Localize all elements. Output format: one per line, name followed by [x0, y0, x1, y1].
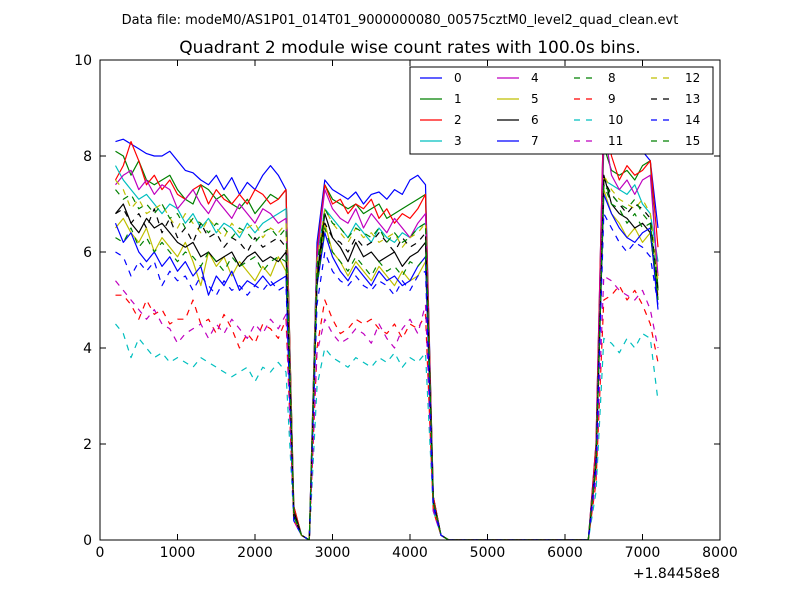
legend-label-1: 1 — [454, 92, 462, 106]
x-tick-label: 3000 — [315, 545, 351, 561]
x-tick-label: 0 — [96, 545, 105, 561]
plot-area: 0 1000 2000 3000 4000 5000 6000 7000 80000246810… — [74, 53, 738, 561]
legend-box — [409, 66, 714, 155]
y-tick-label: 2 — [83, 437, 92, 453]
legend-label-0: 0 — [454, 71, 462, 85]
legend-label-13: 13 — [685, 92, 700, 106]
legend-label-4: 4 — [531, 71, 539, 85]
y-tick-label: 4 — [83, 341, 92, 357]
x-tick-label: 1000 — [160, 545, 196, 561]
x-tick-label: 6000 — [547, 545, 583, 561]
series-line-6 — [115, 174, 659, 540]
x-offset-label: +1.84458e8 — [633, 566, 720, 582]
legend-label-6: 6 — [531, 113, 539, 127]
x-tick-label: 7000 — [625, 545, 661, 561]
series-line-2 — [114, 107, 659, 540]
x-tick-label: 8000 — [702, 545, 738, 561]
chart-title: Quadrant 2 module wise count rates with … — [179, 38, 640, 58]
series-line-9 — [115, 285, 659, 540]
series-line-14 — [115, 213, 659, 540]
series-lines — [114, 107, 659, 540]
legend-label-5: 5 — [531, 92, 539, 106]
series-line-8 — [115, 184, 659, 540]
series-line-3 — [114, 165, 659, 540]
legend-label-14: 14 — [685, 113, 700, 127]
y-tick-label: 0 — [83, 533, 92, 549]
legend-label-9: 9 — [608, 92, 616, 106]
legend-label-7: 7 — [531, 134, 539, 148]
series-line-11 — [115, 275, 659, 540]
legend-label-8: 8 — [608, 71, 616, 85]
series-line-5 — [115, 189, 659, 540]
y-tick-label: 10 — [74, 53, 92, 69]
x-tick-label: 2000 — [237, 545, 273, 561]
series-line-1 — [115, 145, 659, 540]
series-line-13 — [115, 179, 659, 540]
series-line-7 — [114, 193, 659, 540]
legend-label-12: 12 — [685, 71, 700, 85]
legend-label-10: 10 — [608, 113, 623, 127]
x-tick-label: 4000 — [392, 545, 428, 561]
legend-label-15: 15 — [685, 134, 700, 148]
legend-label-2: 2 — [454, 113, 462, 127]
y-tick-label: 8 — [83, 149, 92, 165]
series-line-4 — [115, 126, 659, 540]
y-tick-label: 6 — [83, 245, 92, 261]
legend-label-11: 11 — [608, 134, 623, 148]
legend-label-3: 3 — [454, 134, 462, 148]
x-tick-label: 5000 — [470, 545, 506, 561]
figure-suptitle: Data file: modeM0/AS1P01_014T01_90000000… — [122, 13, 679, 28]
series-line-12 — [115, 174, 659, 540]
series-line-10 — [115, 323, 659, 540]
series-line-0 — [115, 107, 659, 540]
